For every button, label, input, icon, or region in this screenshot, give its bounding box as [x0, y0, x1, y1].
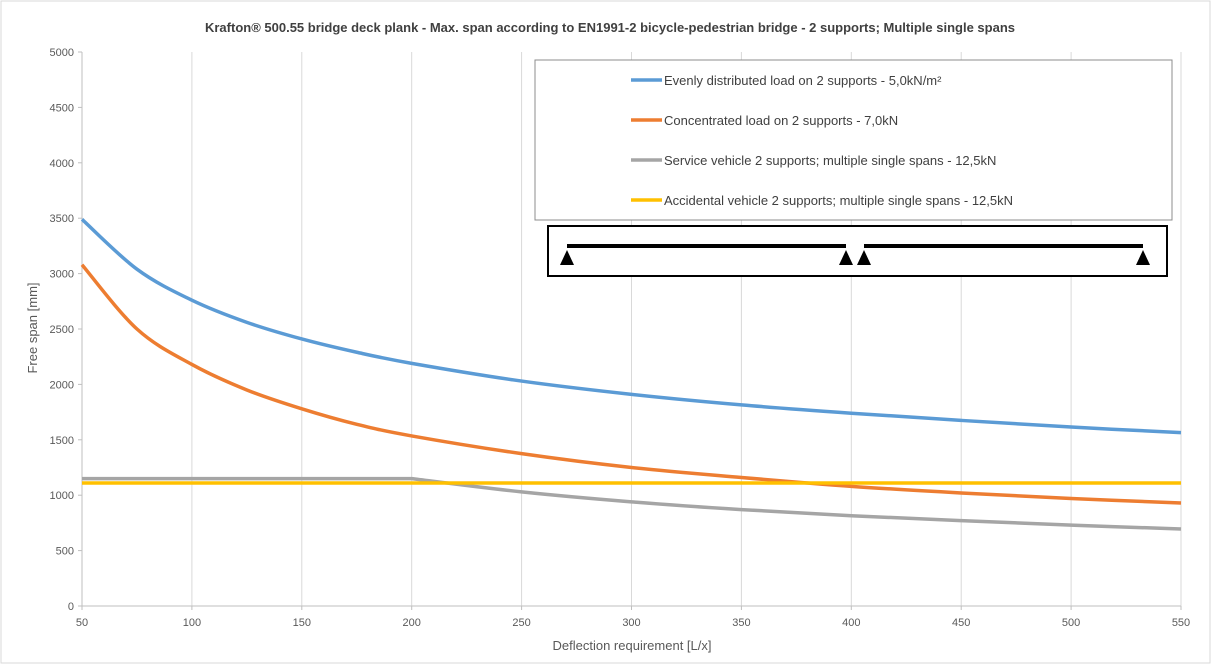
support-diagram	[547, 225, 1168, 277]
legend-label-accidental-vehicle: Accidental vehicle 2 supports; multiple …	[664, 193, 1013, 208]
x-tick-label-3: 200	[403, 617, 421, 629]
x-tick-label-6: 350	[732, 617, 750, 629]
series-line-concentrated	[80, 263, 1182, 505]
legend-label-service-vehicle: Service vehicle 2 supports; multiple sin…	[664, 153, 996, 168]
y-axis-title: Free span [mm]	[25, 282, 40, 373]
y-tick-label-10: 5000	[50, 47, 74, 59]
y-tick-label-7: 3500	[50, 213, 74, 225]
support-triangle-1	[560, 250, 574, 265]
x-tick-label-1: 100	[183, 617, 201, 629]
y-tick-label-3: 1500	[50, 435, 74, 447]
series-line-evenly-distributed	[80, 218, 1182, 435]
x-tick-label-9: 500	[1062, 617, 1080, 629]
x-tick-label-0: 50	[76, 617, 88, 629]
legend-items: Evenly distributed load on 2 supports - …	[631, 73, 1013, 208]
x-tick-label-10: 550	[1172, 617, 1190, 629]
y-tick-label-1: 500	[56, 546, 74, 558]
x-axis-title: Deflection requirement [L/x]	[553, 638, 712, 653]
x-tick-label-5: 300	[622, 617, 640, 629]
legend: Evenly distributed load on 2 supports - …	[534, 59, 1173, 221]
support-triangle-3	[857, 250, 871, 265]
legend-label-concentrated: Concentrated load on 2 supports - 7,0kN	[664, 113, 898, 128]
series-line-service-vehicle	[82, 476, 1182, 531]
x-tick-label-7: 400	[842, 617, 860, 629]
y-tick-label-8: 4000	[50, 158, 74, 170]
x-tick-label-2: 150	[293, 617, 311, 629]
y-tick-label-5: 2500	[50, 324, 74, 336]
x-tick-label-8: 450	[952, 617, 970, 629]
series-layer	[80, 218, 1182, 531]
support-triangle-4	[1136, 250, 1150, 265]
y-tick-label-6: 3000	[50, 269, 74, 281]
chart-title: Krafton® 500.55 bridge deck plank - Max.…	[205, 20, 1015, 35]
y-tick-label-0: 0	[68, 601, 74, 613]
axis-layer: 50 100 150 200 250 300 350 400 450 500 550 0 500 1000…	[50, 47, 1191, 629]
legend-label-evenly-distributed: Evenly distributed load on 2 supports - …	[664, 73, 942, 88]
y-tick-label-2: 1000	[50, 490, 74, 502]
x-tick-label-4: 250	[512, 617, 530, 629]
y-tick-label-9: 4500	[50, 102, 74, 114]
support-triangle-2	[839, 250, 853, 265]
legend-box	[534, 59, 1173, 221]
y-tick-label-4: 2000	[50, 379, 74, 391]
support-diagram-frame	[547, 225, 1168, 277]
